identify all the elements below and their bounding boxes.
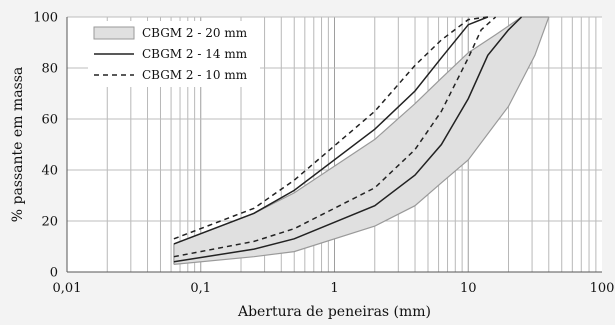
y-tick-label: 100: [33, 11, 58, 26]
x-tick-label: 1: [330, 281, 338, 296]
band-fill: [173, 17, 549, 265]
legend-label: CBGM 2 - 10 mm: [142, 68, 248, 82]
band-layer: [173, 16, 550, 265]
series-2-curve-2: [173, 16, 497, 258]
series-2-curve-1: [173, 16, 488, 240]
band-lower-line: [173, 16, 550, 265]
series-1-curve-2: [173, 16, 523, 263]
x-tick-label: 0,1: [190, 281, 211, 296]
x-tick-label: 10: [460, 281, 477, 296]
band-upper-line: [173, 16, 549, 245]
tick-labels: 0,01 0,1 1 10 100 0 20 40 60 80 100: [33, 11, 614, 297]
legend-swatch-band: [93, 26, 135, 40]
x-axis-title: Abertura de peneiras (mm): [237, 304, 431, 320]
x-tick-label: 0,01: [53, 281, 82, 296]
legend: CBGM 2 - 20 mm CBGM 2 - 14 mm CBGM 2 - 10 …: [88, 21, 260, 87]
y-tick-label: 40: [41, 164, 58, 179]
y-tick-label: 0: [50, 266, 58, 281]
axes: [66, 17, 602, 273]
series-1-curve-1: [173, 16, 489, 245]
y-tick-label: 60: [41, 113, 58, 128]
series-lines: [173, 16, 523, 263]
y-tick-label: 20: [41, 215, 58, 230]
legend-label: CBGM 2 - 20 mm: [142, 26, 248, 40]
x-tick-label: 100: [590, 281, 615, 296]
y-axis-title: % passante em massa: [10, 67, 26, 223]
legend-label: CBGM 2 - 14 mm: [142, 47, 248, 61]
y-tick-label: 80: [41, 62, 58, 77]
